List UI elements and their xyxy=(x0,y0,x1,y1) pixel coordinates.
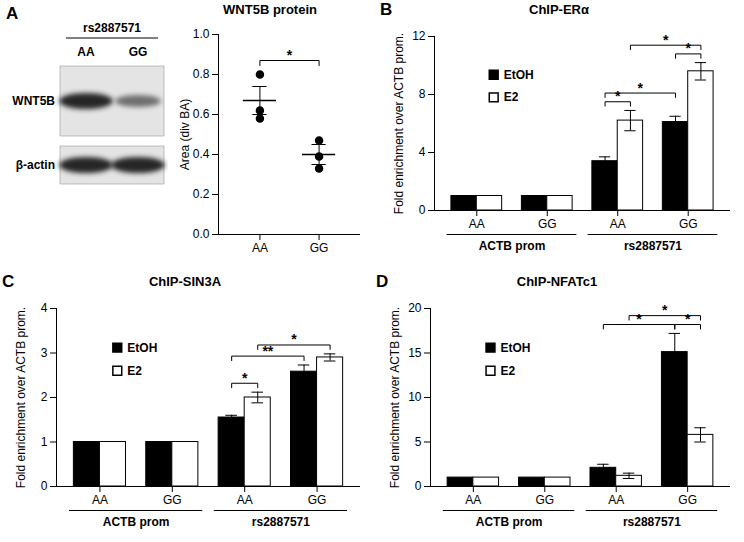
html-text:ChIP-SIN3A: ChIP-SIN3A xyxy=(148,274,222,289)
svg-text:EtOH: EtOH xyxy=(501,341,531,355)
svg-text:Fold enrichment over ACTB prom: Fold enrichment over ACTB prom. xyxy=(14,307,28,488)
svg-text:10: 10 xyxy=(408,390,422,404)
html-text:A: A xyxy=(6,4,19,23)
svg-text:0: 0 xyxy=(415,479,422,493)
svg-text:rs2887571: rs2887571 xyxy=(623,515,681,529)
svg-text:GG: GG xyxy=(129,45,148,59)
svg-text:0.0: 0.0 xyxy=(193,227,210,241)
svg-text:2: 2 xyxy=(41,390,48,404)
svg-text:4: 4 xyxy=(419,145,426,159)
svg-text:EtOH: EtOH xyxy=(127,341,157,355)
svg-text:*: * xyxy=(685,40,691,56)
svg-text:AA: AA xyxy=(77,45,95,59)
svg-text:8: 8 xyxy=(419,87,426,101)
html-text:ChIP-ERα: ChIP-ERα xyxy=(529,2,589,17)
svg-text:0: 0 xyxy=(41,479,48,493)
svg-text:E2: E2 xyxy=(504,90,519,104)
svg-text:Area (div BA): Area (div BA) xyxy=(178,99,192,170)
svg-text:*: * xyxy=(662,302,668,318)
svg-text:0: 0 xyxy=(419,203,426,217)
svg-text:0.4: 0.4 xyxy=(193,147,210,161)
svg-text:GG: GG xyxy=(535,493,554,507)
svg-text:GG: GG xyxy=(163,493,182,507)
svg-text:β-actin: β-actin xyxy=(16,158,55,172)
svg-text:GG: GG xyxy=(679,217,698,231)
svg-text:GG: GG xyxy=(308,493,327,507)
svg-text:15: 15 xyxy=(408,346,422,360)
svg-text:**: ** xyxy=(262,343,273,359)
svg-text:AA: AA xyxy=(469,217,485,231)
svg-text:*: * xyxy=(615,88,621,104)
svg-text:rs2887571: rs2887571 xyxy=(83,21,141,35)
svg-text:AA: AA xyxy=(608,493,624,507)
svg-text:1: 1 xyxy=(41,435,48,449)
svg-text:rs2887571: rs2887571 xyxy=(252,515,310,529)
svg-text:GG: GG xyxy=(538,217,557,231)
svg-text:3: 3 xyxy=(41,346,48,360)
svg-text:ACTB prom: ACTB prom xyxy=(479,239,546,253)
svg-text:*: * xyxy=(291,331,297,347)
svg-text:GG: GG xyxy=(678,493,697,507)
svg-text:AA: AA xyxy=(92,493,108,507)
svg-text:12: 12 xyxy=(412,29,426,43)
svg-text:ACTB prom: ACTB prom xyxy=(476,515,543,529)
svg-text:AA: AA xyxy=(610,217,626,231)
svg-text:4: 4 xyxy=(41,301,48,315)
svg-text:*: * xyxy=(638,80,644,96)
svg-text:E2: E2 xyxy=(127,364,142,378)
svg-text:*: * xyxy=(663,32,669,48)
svg-text:1.0: 1.0 xyxy=(193,27,210,41)
html-text:D: D xyxy=(376,272,389,291)
svg-text:rs2887571: rs2887571 xyxy=(624,239,682,253)
svg-text:GG: GG xyxy=(310,241,329,255)
svg-text:Fold enrichment over ACTB prom: Fold enrichment over ACTB prom. xyxy=(392,33,406,214)
svg-text:EtOH: EtOH xyxy=(504,68,534,82)
svg-text:WNT5B: WNT5B xyxy=(12,94,55,108)
html-text:WNT5B protein: WNT5B protein xyxy=(223,2,317,17)
svg-text:*: * xyxy=(242,370,248,386)
svg-text:20: 20 xyxy=(408,301,422,315)
svg-text:AA: AA xyxy=(465,493,481,507)
svg-text:AA: AA xyxy=(252,241,268,255)
svg-text:0.2: 0.2 xyxy=(193,187,210,201)
html-text:ChIP-NFATc1: ChIP-NFATc1 xyxy=(516,274,598,289)
html-text:B: B xyxy=(380,0,393,19)
svg-text:0.6: 0.6 xyxy=(193,107,210,121)
svg-text:*: * xyxy=(685,311,691,327)
svg-text:ACTB prom: ACTB prom xyxy=(103,515,170,529)
svg-text:0.8: 0.8 xyxy=(193,67,210,81)
svg-text:Fold enrichment over ACTB prom: Fold enrichment over ACTB prom. xyxy=(388,307,402,488)
svg-text:AA: AA xyxy=(237,493,253,507)
svg-text:5: 5 xyxy=(415,435,422,449)
html-text:C: C xyxy=(2,272,15,291)
svg-text:*: * xyxy=(636,311,642,327)
svg-text:E2: E2 xyxy=(501,364,516,378)
svg-text:*: * xyxy=(287,47,293,63)
